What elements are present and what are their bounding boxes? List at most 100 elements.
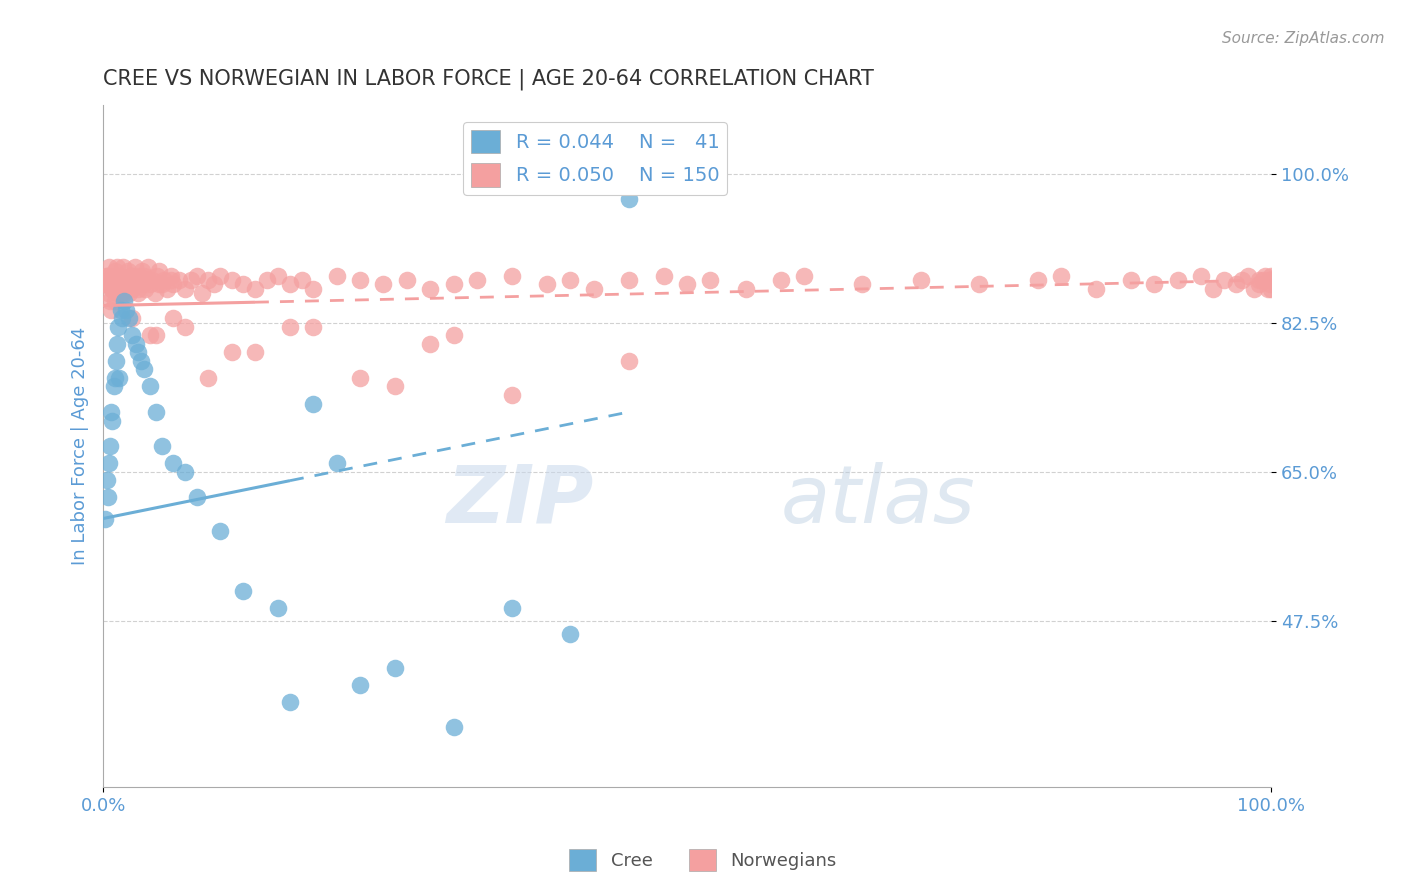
Point bbox=[101, 281, 124, 295]
Legend: R = 0.044    N =   41, R = 0.050    N = 150: R = 0.044 N = 41, R = 0.050 N = 150 bbox=[463, 122, 727, 194]
Point bbox=[98, 260, 121, 275]
Point bbox=[1189, 268, 1212, 283]
Point bbox=[1167, 273, 1189, 287]
Point bbox=[94, 511, 117, 525]
Point bbox=[186, 490, 208, 504]
Point bbox=[769, 273, 792, 287]
Point bbox=[146, 268, 169, 283]
Point bbox=[1251, 273, 1274, 287]
Text: CREE VS NORWEGIAN IN LABOR FORCE | AGE 20-64 CORRELATION CHART: CREE VS NORWEGIAN IN LABOR FORCE | AGE 2… bbox=[103, 69, 875, 90]
Point bbox=[107, 319, 129, 334]
Point bbox=[101, 281, 124, 295]
Point bbox=[582, 281, 605, 295]
Point bbox=[465, 273, 488, 287]
Point bbox=[325, 268, 347, 283]
Point bbox=[793, 268, 815, 283]
Point bbox=[97, 285, 120, 300]
Point bbox=[256, 273, 278, 287]
Point bbox=[112, 285, 135, 300]
Point bbox=[139, 277, 162, 292]
Point bbox=[349, 273, 371, 287]
Text: atlas: atlas bbox=[780, 462, 976, 540]
Point bbox=[101, 268, 124, 283]
Point bbox=[96, 473, 118, 487]
Point bbox=[134, 281, 156, 295]
Point bbox=[104, 294, 127, 309]
Point bbox=[111, 273, 134, 287]
Point bbox=[617, 273, 640, 287]
Point bbox=[652, 268, 675, 283]
Point bbox=[162, 277, 184, 292]
Point bbox=[111, 311, 134, 326]
Point bbox=[105, 277, 128, 292]
Point bbox=[676, 277, 699, 292]
Point bbox=[443, 720, 465, 734]
Point bbox=[121, 328, 143, 343]
Point bbox=[291, 273, 314, 287]
Point bbox=[1230, 273, 1253, 287]
Point bbox=[127, 285, 149, 300]
Point bbox=[103, 379, 125, 393]
Point bbox=[108, 371, 131, 385]
Point bbox=[122, 273, 145, 287]
Point bbox=[325, 456, 347, 470]
Point bbox=[1258, 273, 1281, 287]
Point bbox=[107, 277, 129, 292]
Point bbox=[118, 273, 141, 287]
Point bbox=[1236, 268, 1258, 283]
Point bbox=[97, 490, 120, 504]
Point bbox=[105, 285, 128, 300]
Point bbox=[1119, 273, 1142, 287]
Point bbox=[127, 345, 149, 359]
Point bbox=[136, 273, 159, 287]
Point bbox=[148, 264, 170, 278]
Point bbox=[208, 268, 231, 283]
Point bbox=[349, 371, 371, 385]
Point bbox=[267, 601, 290, 615]
Point bbox=[121, 281, 143, 295]
Point bbox=[186, 268, 208, 283]
Point bbox=[419, 337, 441, 351]
Point bbox=[118, 285, 141, 300]
Point bbox=[267, 268, 290, 283]
Point bbox=[910, 273, 932, 287]
Point bbox=[1258, 277, 1281, 292]
Point bbox=[127, 281, 149, 295]
Point bbox=[96, 268, 118, 283]
Point bbox=[373, 277, 395, 292]
Point bbox=[115, 302, 138, 317]
Point bbox=[302, 396, 325, 410]
Point bbox=[104, 273, 127, 287]
Point bbox=[167, 273, 190, 287]
Point bbox=[302, 281, 325, 295]
Point bbox=[104, 354, 127, 368]
Point bbox=[221, 345, 243, 359]
Point bbox=[129, 273, 152, 287]
Point bbox=[115, 277, 138, 292]
Point bbox=[108, 268, 131, 283]
Point bbox=[560, 626, 582, 640]
Point bbox=[129, 354, 152, 368]
Point bbox=[160, 273, 183, 287]
Point bbox=[139, 328, 162, 343]
Point bbox=[135, 273, 157, 287]
Point bbox=[132, 362, 155, 376]
Point bbox=[145, 405, 167, 419]
Point bbox=[128, 268, 150, 283]
Point bbox=[160, 268, 183, 283]
Point bbox=[162, 456, 184, 470]
Point bbox=[125, 273, 148, 287]
Point bbox=[302, 319, 325, 334]
Legend: Cree, Norwegians: Cree, Norwegians bbox=[562, 842, 844, 879]
Point bbox=[278, 277, 301, 292]
Point bbox=[1260, 268, 1282, 283]
Point bbox=[120, 268, 142, 283]
Point bbox=[120, 268, 142, 283]
Point bbox=[112, 273, 135, 287]
Point bbox=[98, 273, 121, 287]
Point bbox=[98, 294, 121, 309]
Point bbox=[132, 268, 155, 283]
Point bbox=[112, 294, 135, 309]
Point bbox=[105, 337, 128, 351]
Point bbox=[1026, 273, 1049, 287]
